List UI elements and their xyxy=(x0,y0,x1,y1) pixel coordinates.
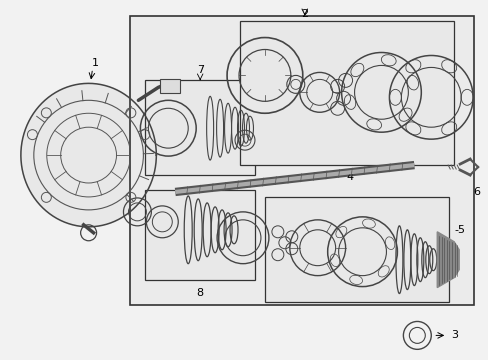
Bar xyxy=(160,80,180,93)
Bar xyxy=(130,15,473,305)
Text: 4: 4 xyxy=(346,172,352,182)
Bar xyxy=(240,21,453,165)
Bar xyxy=(264,197,448,302)
Text: 3: 3 xyxy=(450,330,457,341)
Text: -5: -5 xyxy=(453,225,464,235)
Text: 6: 6 xyxy=(473,187,480,197)
Polygon shape xyxy=(21,84,156,227)
Text: 8: 8 xyxy=(196,288,203,298)
Text: 7: 7 xyxy=(196,66,203,75)
Text: 2: 2 xyxy=(301,9,308,19)
Text: 1: 1 xyxy=(92,58,99,68)
Bar xyxy=(145,80,254,175)
Bar xyxy=(145,190,254,280)
Polygon shape xyxy=(436,232,458,288)
